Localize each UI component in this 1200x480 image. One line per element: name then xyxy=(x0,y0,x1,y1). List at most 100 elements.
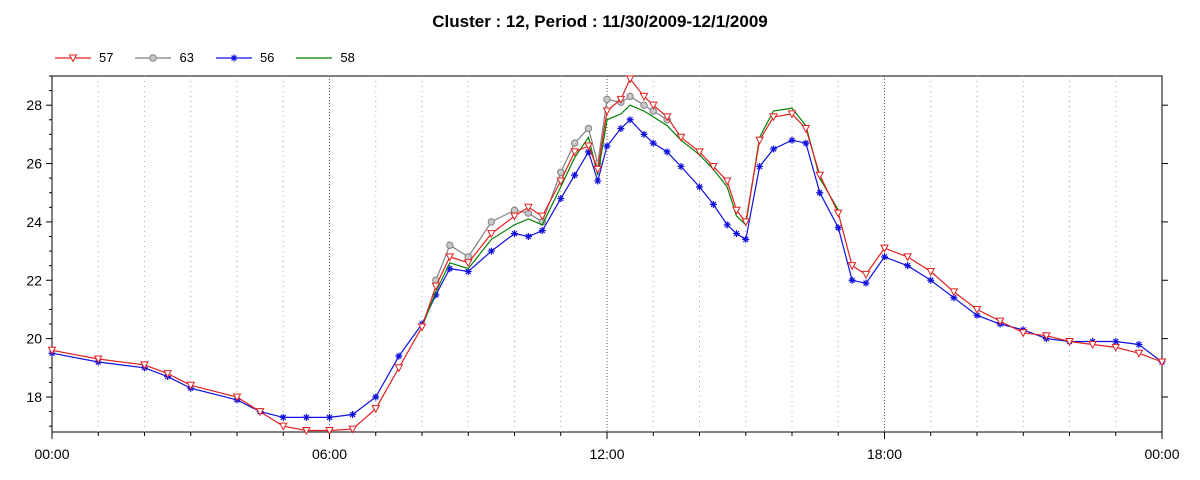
data-point xyxy=(733,230,740,238)
data-point xyxy=(833,209,843,218)
y-tick-label: 18 xyxy=(26,389,42,405)
data-point xyxy=(732,206,741,215)
data-point xyxy=(140,361,149,370)
legend-swatch xyxy=(135,53,172,62)
data-point xyxy=(927,276,935,284)
data-point xyxy=(68,54,78,63)
data-point xyxy=(149,53,158,62)
legend-item-58: 58 xyxy=(296,50,355,65)
data-point xyxy=(584,142,593,151)
data-point xyxy=(815,171,825,180)
data-point xyxy=(1042,332,1051,341)
series-line xyxy=(421,104,839,328)
data-point xyxy=(949,288,959,297)
data-point xyxy=(816,189,824,197)
data-point xyxy=(741,218,751,227)
data-point xyxy=(848,276,856,284)
x-tick-label: 00:00 xyxy=(34,446,69,462)
data-point xyxy=(788,136,796,144)
data-point xyxy=(756,162,764,170)
data-point xyxy=(326,413,333,421)
data-point xyxy=(626,116,634,124)
data-point xyxy=(1088,340,1097,350)
series-57 xyxy=(47,75,1167,436)
data-point xyxy=(770,145,777,153)
data-point xyxy=(695,148,704,157)
data-point xyxy=(302,413,310,421)
data-point xyxy=(593,165,603,174)
data-point xyxy=(446,265,454,273)
y-tick-label: 22 xyxy=(26,272,42,288)
data-point xyxy=(881,253,888,261)
x-tick-label: 00:00 xyxy=(1144,446,1179,462)
y-tick-label: 28 xyxy=(26,97,42,113)
data-point xyxy=(616,95,626,104)
data-point xyxy=(995,317,1005,326)
data-point xyxy=(950,294,958,302)
data-point xyxy=(861,270,871,279)
data-point xyxy=(801,125,811,134)
data-point xyxy=(349,410,357,418)
data-point xyxy=(511,230,518,238)
data-point xyxy=(709,200,717,208)
data-point xyxy=(557,195,565,203)
legend-swatch xyxy=(55,54,91,63)
x-tick-label: 12:00 xyxy=(589,446,624,462)
data-point xyxy=(446,241,454,249)
data-point xyxy=(524,203,533,212)
legend: 57 63 56 58 xyxy=(55,50,355,65)
data-point xyxy=(1135,340,1143,348)
data-point xyxy=(617,125,625,133)
data-point xyxy=(432,291,440,299)
data-point xyxy=(742,235,750,243)
data-point xyxy=(278,422,288,431)
data-point xyxy=(163,370,172,379)
data-point xyxy=(394,364,404,373)
data-point xyxy=(1018,329,1028,338)
data-point xyxy=(417,323,427,332)
data-point xyxy=(186,381,196,390)
series-58 xyxy=(421,104,839,328)
data-point xyxy=(603,95,611,104)
data-point xyxy=(625,75,635,84)
data-point xyxy=(972,305,982,314)
legend-label: 56 xyxy=(259,50,275,65)
data-point xyxy=(463,259,473,268)
data-point xyxy=(230,54,238,61)
data-point xyxy=(662,113,672,122)
data-point xyxy=(696,183,703,191)
data-point xyxy=(571,171,579,179)
data-point xyxy=(626,92,634,101)
data-point xyxy=(464,268,472,276)
y-tick-label: 24 xyxy=(26,214,42,230)
x-tick-label: 06:00 xyxy=(312,446,347,462)
data-point xyxy=(510,212,519,221)
data-point xyxy=(487,247,495,255)
data-point xyxy=(787,110,797,119)
data-point xyxy=(926,268,936,277)
data-point xyxy=(348,425,357,434)
data-point xyxy=(904,262,912,270)
data-point xyxy=(834,224,842,232)
data-point xyxy=(232,393,242,402)
chart-title: Cluster : 12, Period : 11/30/2009-12/1/2… xyxy=(432,12,768,31)
legend-item-63: 63 xyxy=(135,50,194,65)
series-line xyxy=(51,77,1163,432)
data-point xyxy=(1134,349,1144,358)
data-point xyxy=(570,148,579,157)
data-point xyxy=(325,427,334,436)
data-point xyxy=(510,206,519,214)
legend-swatch xyxy=(215,54,252,61)
data-point xyxy=(431,282,441,291)
legend-swatch xyxy=(296,56,333,59)
data-point xyxy=(279,413,287,421)
data-point xyxy=(639,92,649,101)
data-point xyxy=(602,107,612,116)
data-point xyxy=(648,101,658,110)
data-point xyxy=(973,311,981,319)
data-point xyxy=(769,113,778,122)
data-point xyxy=(395,352,403,360)
data-point xyxy=(1065,338,1074,347)
legend-item-57: 57 xyxy=(55,50,113,65)
